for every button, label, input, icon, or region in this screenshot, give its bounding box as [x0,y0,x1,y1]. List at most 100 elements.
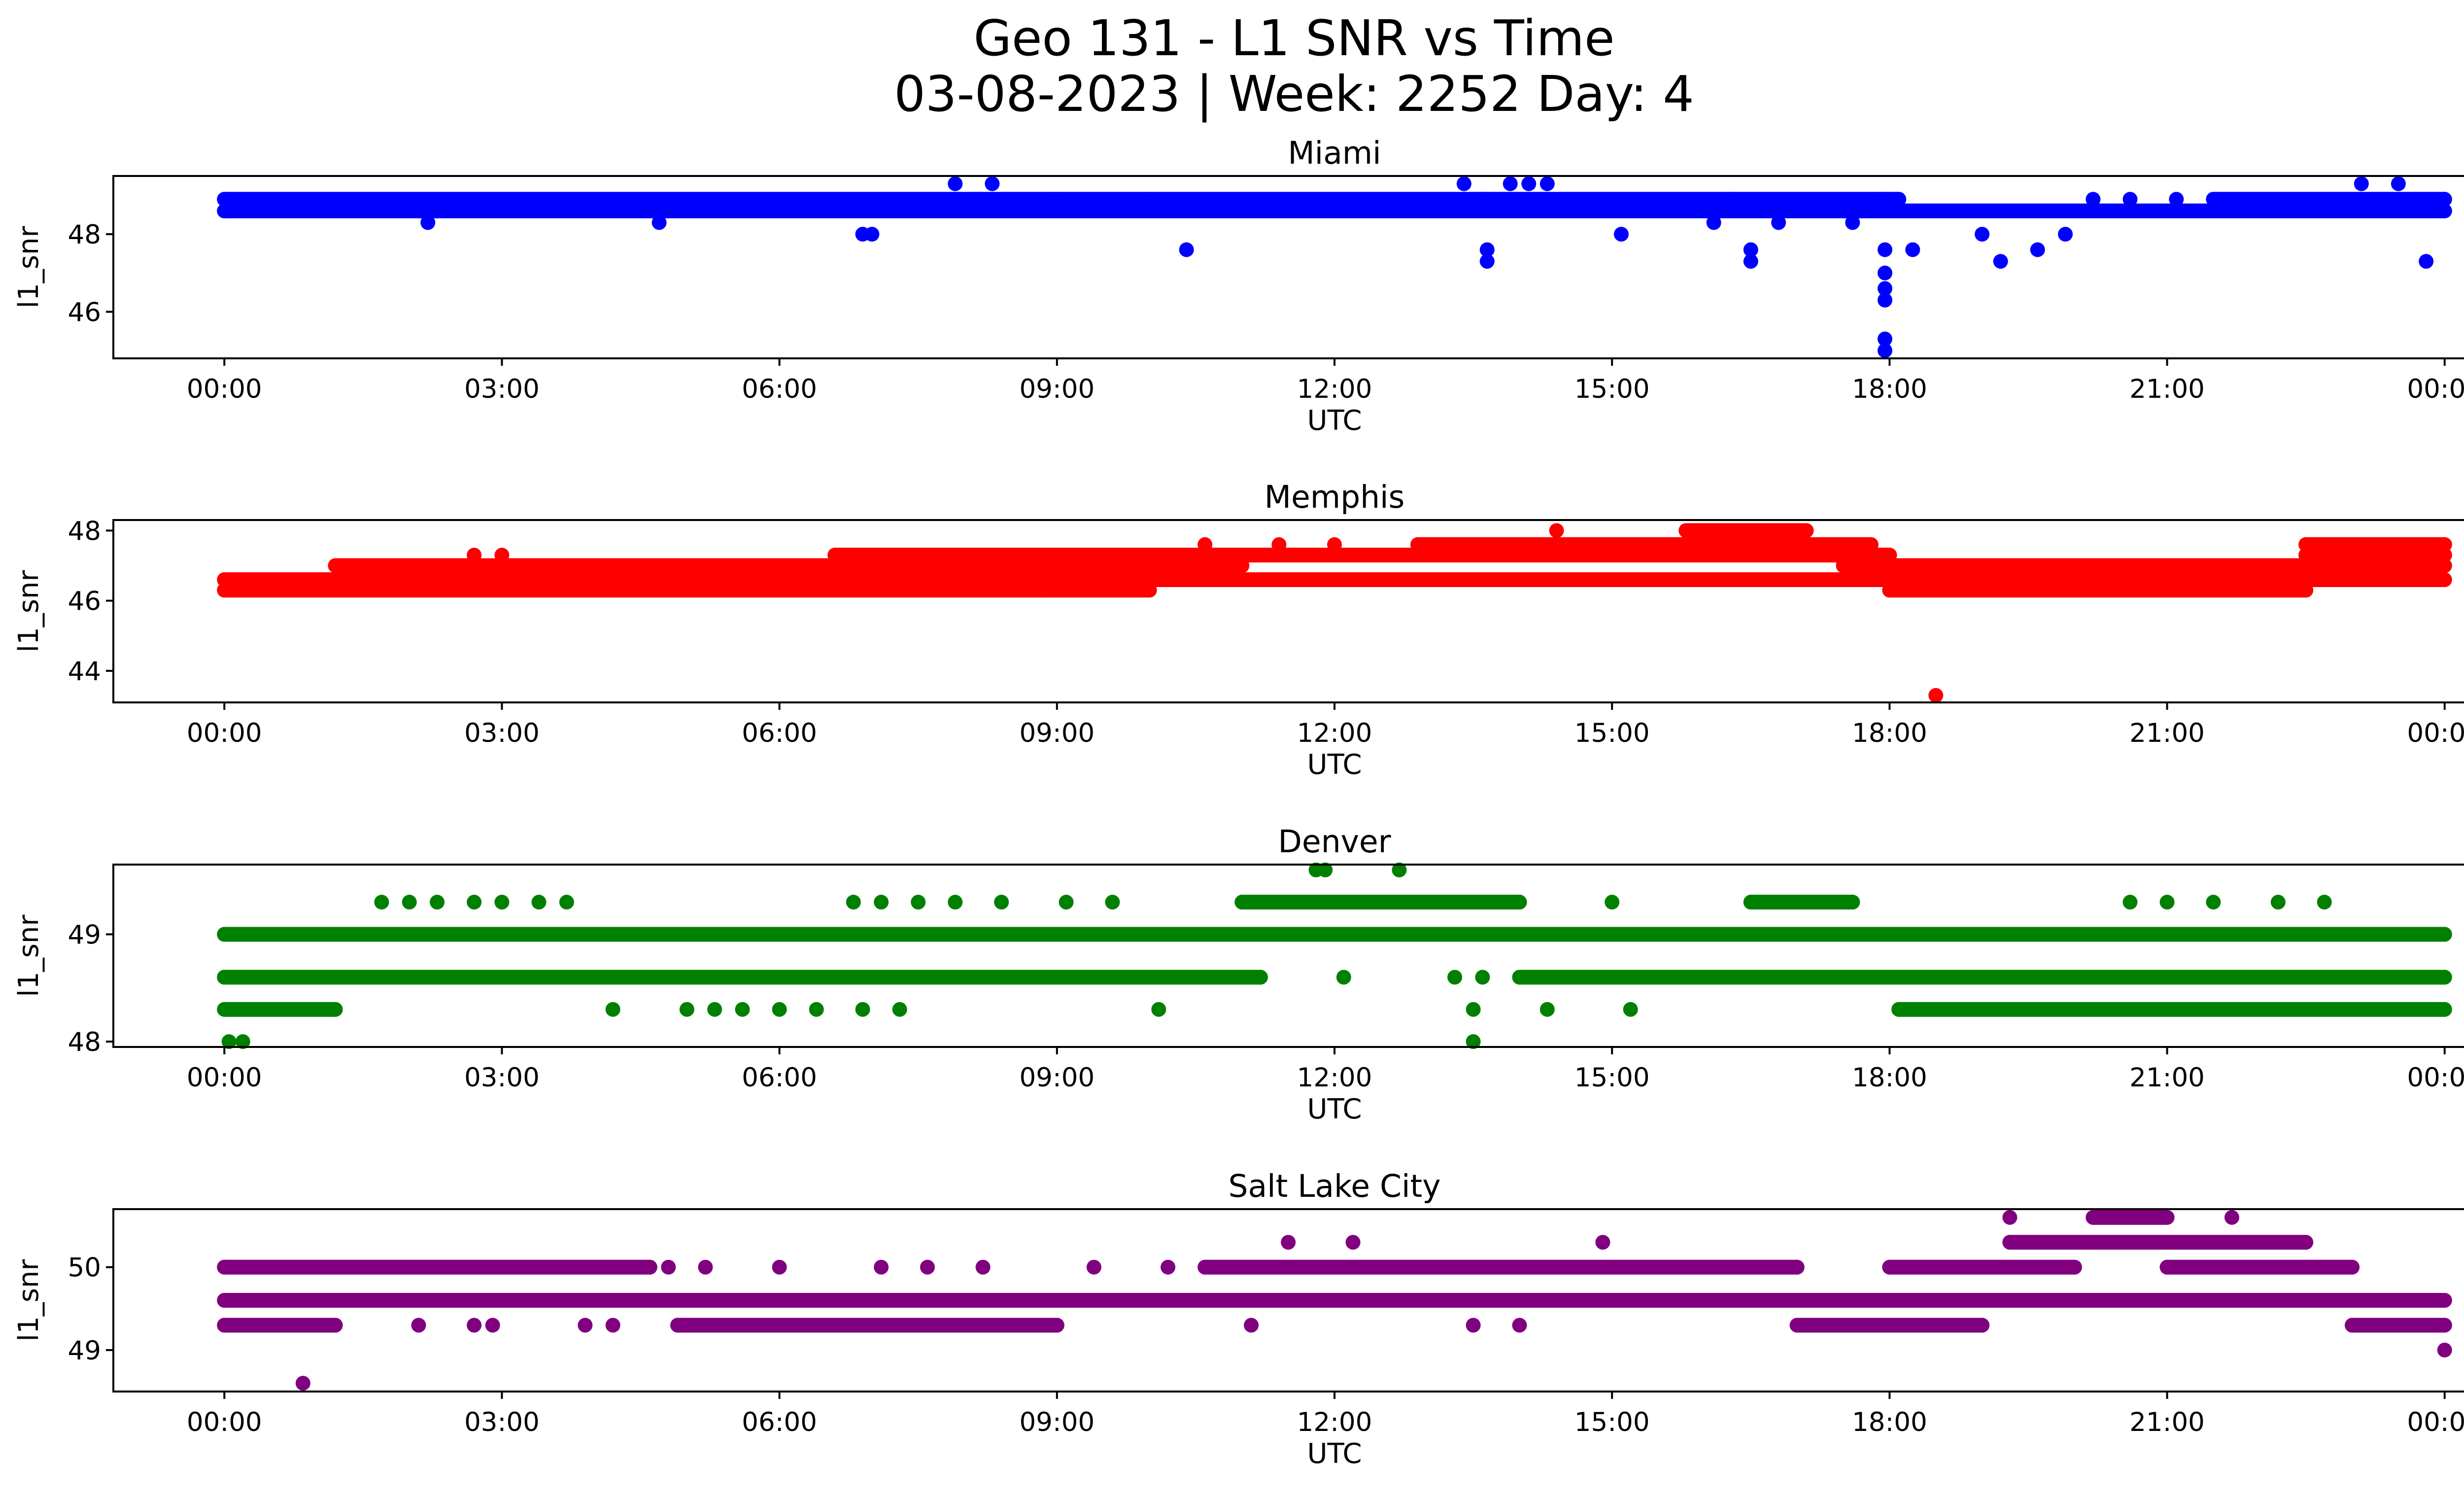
data-point [217,1318,232,1333]
data-point [295,1376,310,1391]
panel-memphis: Memphis 00:00 03:00 06:00 09:00 12:00 15:00 18:… [13,479,2464,781]
data-point [735,1002,750,1017]
data-point [1512,895,1527,910]
data-point [2122,192,2138,207]
x-tick-label: 00:00 [2407,718,2464,748]
chart-title: Geo 131 - L1 SNR vs Time [974,9,1615,67]
data-point [1049,1318,1064,1333]
data-point [2437,1293,2452,1308]
data-point [948,176,963,191]
data-point [235,1034,250,1049]
data-point [1845,895,1860,910]
data-point [2224,1210,2239,1225]
data-point [855,1002,870,1017]
scatter-points [217,176,2452,358]
data-point [1882,583,1897,598]
data-point [1678,523,1694,538]
x-tick-label: 09:00 [1019,1407,1095,1437]
data-point [1198,537,1213,552]
data-point [2086,1210,2101,1225]
data-point [221,1034,237,1049]
x-tick-label: 09:00 [1019,1063,1095,1093]
data-point [1891,1002,1907,1017]
data-point [1706,215,1721,230]
data-point [531,895,547,910]
data-point [2437,927,2452,942]
y-tick-label: 48 [68,220,101,250]
data-point [2002,583,2018,598]
x-tick-label: 00:00 [187,718,262,748]
x-tick-label: 18:00 [1852,1063,1927,1093]
data-point [874,895,889,910]
x-tick-label: 09:00 [1019,374,1095,404]
data-point [1447,970,1463,985]
data-point [2159,1210,2175,1225]
data-point [2206,192,2221,207]
data-point [2317,895,2332,910]
data-point [1512,1318,1527,1333]
x-tick-label: 03:00 [464,1407,540,1437]
data-point [1479,242,1495,257]
data-point [1882,548,1897,563]
data-point [1161,1259,1176,1275]
data-point [679,1002,694,1017]
x-tick-label: 00:00 [187,1407,262,1437]
data-point [651,215,667,230]
data-point [772,1259,787,1275]
y-tick-label: 48 [68,516,101,546]
data-point [605,1318,620,1333]
data-point [402,895,417,910]
data-point [1595,1235,1610,1250]
data-point [1799,523,1814,538]
x-tick-label: 12:00 [1297,1063,1372,1093]
data-point [920,1259,935,1275]
x-tick-label: 00:00 [187,1063,262,1093]
x-tick-label: 03:00 [464,1063,540,1093]
data-point [1877,331,1892,347]
x-tick-label: 18:00 [1852,1407,1927,1437]
data-point [2437,1318,2452,1333]
data-point [2391,176,2406,191]
data-point [1466,1034,1481,1049]
y-tick-label: 49 [68,920,101,950]
x-axis-label: UTC [1307,405,1362,437]
data-point [2252,1293,2267,1308]
y-axis-label: l1_snr [13,570,45,653]
panel-title: Salt Lake City [1228,1168,1440,1204]
data-point [217,1259,232,1275]
x-tick-label: 15:00 [1574,374,1650,404]
data-point [2437,192,2452,207]
x-axis-label: UTC [1307,749,1362,781]
x-tick-label: 15:00 [1574,1407,1650,1437]
x-tick-label: 15:00 [1574,1063,1650,1093]
data-point [1475,192,1490,207]
data-point [2298,1235,2314,1250]
axes-frame [112,864,2464,1048]
data-point [2437,970,2452,985]
data-point [430,895,445,910]
data-point [2058,227,2073,242]
data-point [411,1318,426,1333]
x-tick-label: 00:00 [2407,1063,2464,1093]
x-tick-label: 09:00 [1019,718,1095,748]
data-point [1771,215,1786,230]
data-point [1845,215,1860,230]
x-tick-label: 21:00 [2129,718,2205,748]
data-point [2159,1259,2175,1275]
y-axis-label: l1_snr [13,1259,45,1342]
data-point [1877,265,1892,280]
data-point [1725,192,1740,207]
data-point [1863,537,1879,552]
data-point [1512,970,1527,985]
data-point [1410,537,1425,552]
data-point [2298,537,2314,552]
data-point [1891,192,1907,207]
x-tick-label: 12:00 [1297,718,1372,748]
x-tick-label: 12:00 [1297,374,1372,404]
x-tick-label: 18:00 [1852,374,1927,404]
data-point [1059,895,1074,910]
x-tick-label: 00:00 [2407,1407,2464,1437]
data-point [2409,927,2425,942]
data-point [1244,1318,1259,1333]
data-point [772,1002,787,1017]
